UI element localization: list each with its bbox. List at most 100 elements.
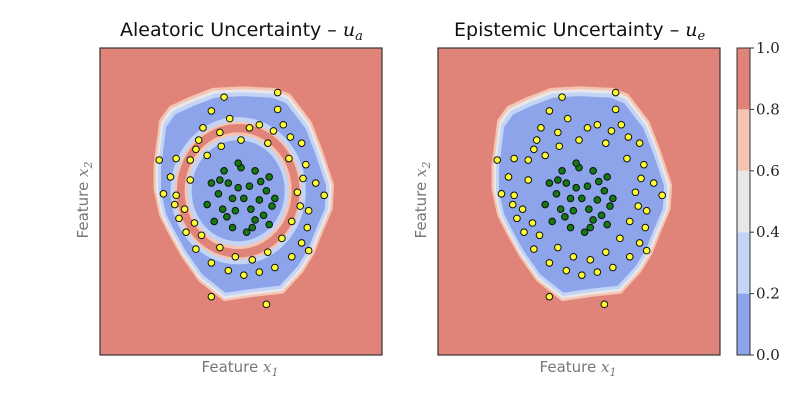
yellow-point (216, 243, 224, 252)
yellow-point (583, 124, 592, 132)
yellow-point (601, 248, 610, 256)
green-point (247, 205, 255, 213)
green-point (251, 167, 259, 175)
yellow-point (504, 173, 513, 181)
yellow-point (217, 142, 226, 151)
yellow-point (278, 234, 286, 243)
yellow-point (641, 223, 650, 232)
green-point (586, 223, 595, 232)
colorbar-band (737, 232, 750, 294)
yellow-point (155, 156, 164, 164)
yellow-point (600, 300, 609, 309)
yellow-point (255, 120, 264, 129)
green-point (255, 196, 264, 204)
green-point (259, 211, 268, 220)
colorbar-band (737, 293, 750, 355)
yellow-point (593, 120, 602, 129)
green-point (609, 194, 617, 203)
yellow-point (166, 173, 175, 181)
green-point (268, 202, 276, 210)
green-point (265, 173, 274, 181)
yellow-point (207, 259, 216, 267)
yellow-point (180, 205, 189, 213)
colorbar-tick-label: 1.0 (756, 39, 780, 57)
yellow-point (225, 114, 234, 123)
yellow-point (623, 154, 631, 163)
yellow-point (609, 263, 617, 272)
green-point (231, 206, 240, 215)
yellow-point (293, 188, 302, 197)
yellow-point (172, 191, 180, 200)
green-point (214, 190, 223, 198)
green-point (228, 194, 237, 203)
right-x-axis-label: Feature x1 (540, 358, 617, 379)
green-point (600, 186, 609, 195)
yellow-point (237, 136, 245, 144)
green-point (589, 216, 597, 224)
green-point (556, 205, 565, 213)
yellow-point (186, 176, 195, 184)
yellow-point (286, 133, 295, 141)
yellow-point (203, 151, 211, 160)
yellow-point (611, 88, 620, 97)
yellow-point (524, 156, 533, 164)
green-point (583, 182, 592, 190)
colorbar-band (737, 109, 750, 171)
green-point (248, 223, 257, 232)
yellow-point (520, 228, 528, 236)
yellow-point (554, 243, 562, 252)
yellow-point (279, 120, 288, 129)
contour-band-3 (499, 96, 665, 293)
axes-frame (99, 47, 383, 356)
green-point (218, 205, 227, 213)
yellow-point (207, 107, 216, 115)
yellow-point (240, 271, 248, 279)
colorbar-frame (736, 47, 751, 356)
yellow-point (224, 266, 233, 275)
green-point (589, 167, 597, 175)
yellow-point (562, 266, 571, 275)
green-point (572, 183, 580, 192)
green-point (251, 216, 259, 224)
yellow-point (593, 268, 602, 276)
green-point (262, 186, 271, 195)
axes-frame (437, 47, 721, 356)
yellow-point (216, 128, 224, 137)
yellow-point (302, 160, 310, 169)
yellow-point (220, 93, 228, 101)
yellow-point (528, 219, 537, 227)
colorbar-tick-label: 0.0 (756, 346, 780, 364)
green-point (224, 179, 233, 187)
yellow-point (607, 127, 616, 135)
yellow-point (273, 88, 282, 97)
green-point (240, 194, 248, 203)
yellow-point (625, 252, 634, 261)
yellow-point (637, 174, 645, 183)
yellow-point (194, 136, 203, 144)
green-point (578, 194, 586, 203)
green-point (594, 177, 603, 186)
yellow-point (537, 124, 545, 132)
yellow-point (497, 190, 506, 198)
yellow-point (658, 191, 666, 200)
yellow-point (304, 246, 313, 255)
yellow-point (271, 263, 279, 272)
yellow-point (263, 248, 272, 256)
yellow-point (601, 139, 610, 147)
yellow-point (586, 256, 595, 264)
yellow-point (530, 245, 538, 253)
green-point (554, 176, 562, 184)
right-plot-area (437, 47, 721, 356)
green-point (234, 183, 242, 192)
green-point (597, 211, 606, 220)
yellow-point (524, 176, 533, 184)
yellow-point (304, 206, 313, 215)
green-point (580, 228, 589, 236)
colorbar-tick-label: 0.4 (756, 223, 780, 241)
yellow-point (640, 160, 648, 169)
yellow-point (255, 268, 264, 276)
yellow-point (263, 139, 272, 147)
yellow-point (625, 217, 634, 226)
yellow-point (186, 156, 195, 164)
green-point (242, 228, 251, 236)
